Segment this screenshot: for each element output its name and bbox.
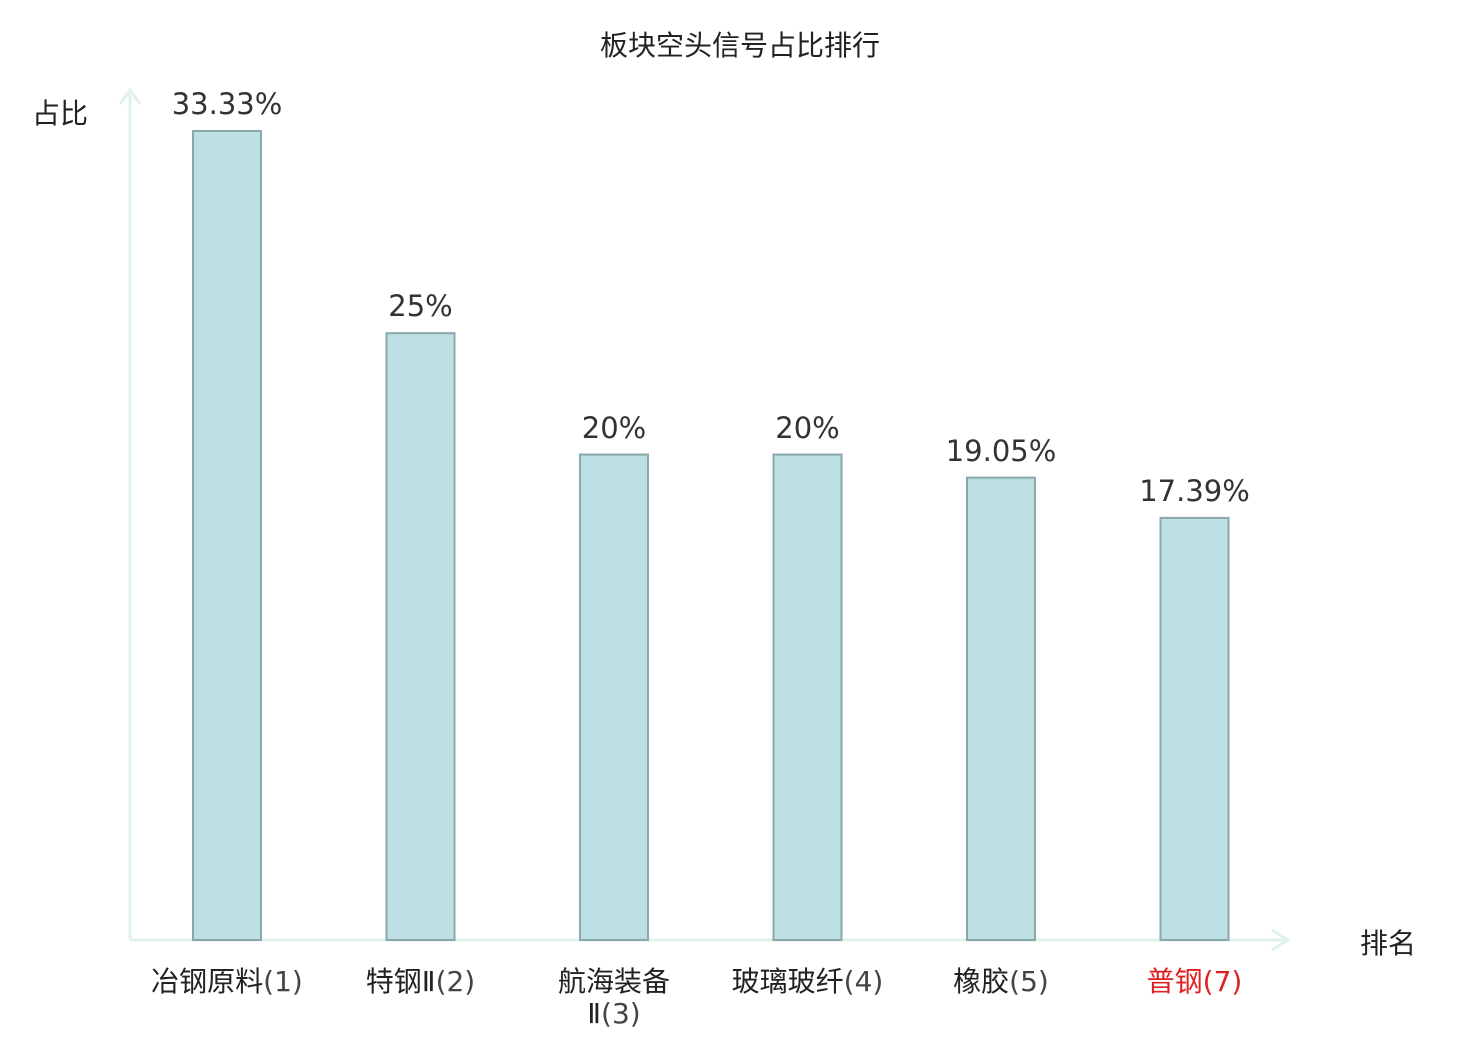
category-name: 橡胶 [953, 965, 1010, 998]
x-axis-label: 排名 [1360, 927, 1417, 960]
bar-4 [772, 453, 843, 941]
category-name: 特钢Ⅱ [365, 965, 436, 998]
bar-2 [385, 332, 456, 941]
category-rank: (2) [435, 965, 476, 998]
y-axis-arrow [118, 87, 142, 105]
category-name: 普钢 [1146, 965, 1203, 998]
category-name: 玻璃玻纤 [731, 965, 844, 998]
value-label-2: 25% [388, 289, 453, 324]
bar-3 [579, 453, 649, 941]
category-rank: (3) [601, 997, 641, 1030]
category-name: 冶钢原料 [151, 965, 264, 998]
x-axis-arrow [1271, 928, 1291, 952]
category-label-1: 冶钢原料(1) [117, 966, 337, 998]
value-label-6: 17.39% [1139, 473, 1250, 508]
value-label-4: 20% [775, 410, 840, 445]
category-label-2: 特钢Ⅱ(2) [311, 966, 531, 998]
bar-1 [192, 130, 262, 941]
category-label-6: 普钢(7) [1085, 966, 1305, 998]
category-rank: (4) [843, 965, 884, 998]
y-axis-label: 占比 [32, 97, 89, 130]
category-label-3: 航海装备Ⅱ(3) [539, 966, 689, 1030]
category-label-4: 玻璃玻纤(4) [698, 966, 918, 998]
value-label-1: 33.33% [171, 87, 283, 121]
category-name: 航海装备Ⅱ [557, 965, 670, 1030]
category-label-5: 橡胶(5) [891, 966, 1111, 998]
category-rank: (7) [1202, 965, 1243, 998]
value-label-3: 20% [581, 410, 647, 445]
value-label-5: 19.05% [945, 433, 1057, 468]
category-rank: (5) [1009, 965, 1049, 998]
bar-5 [966, 476, 1036, 941]
chart-title: 板块空头信号占比排行 [599, 29, 880, 62]
bar-6 [1159, 516, 1230, 941]
category-rank: (1) [263, 965, 303, 998]
